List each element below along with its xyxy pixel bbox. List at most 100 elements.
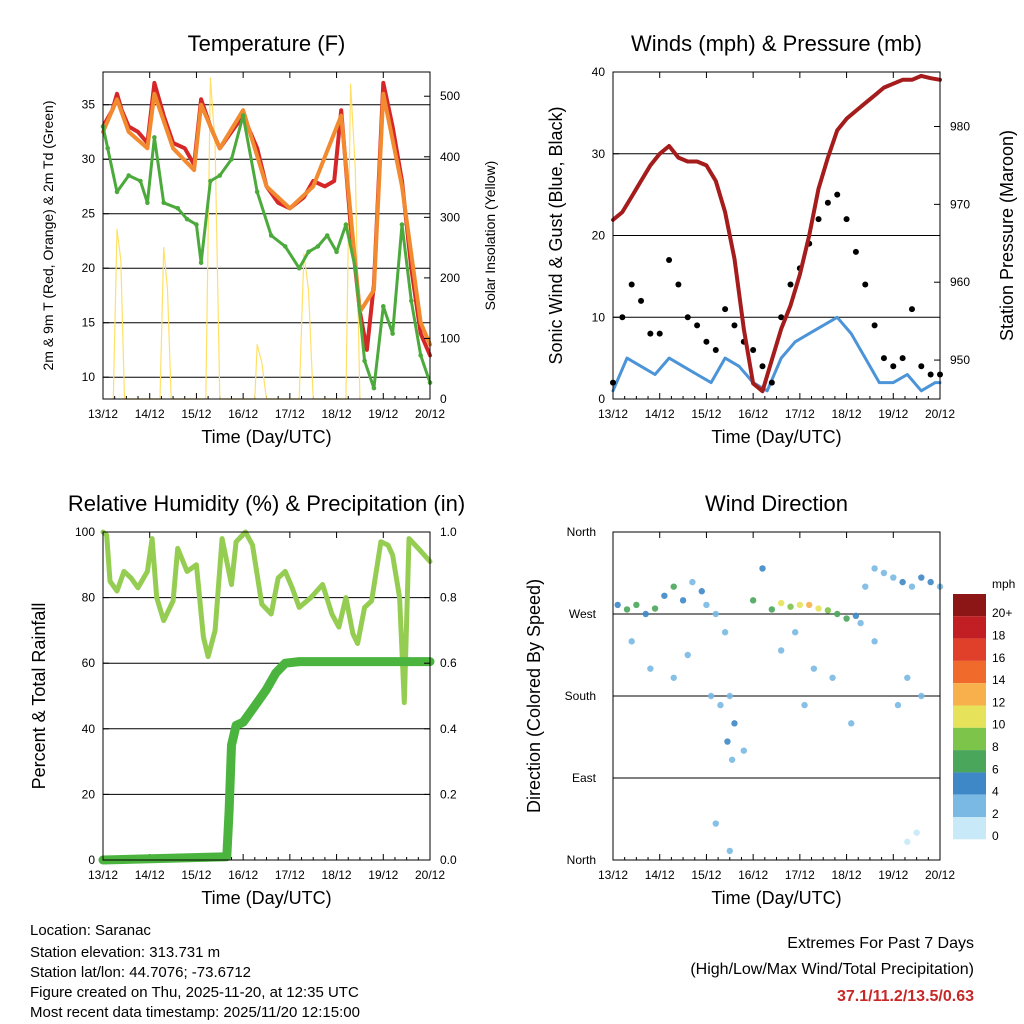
y-tick-label: 15 bbox=[82, 316, 96, 330]
chart-title: Wind Direction bbox=[705, 491, 848, 516]
x-tick-label: 17/12 bbox=[785, 868, 815, 882]
dewpoint-point bbox=[161, 200, 167, 206]
direction-point bbox=[679, 597, 687, 604]
direction-point bbox=[749, 597, 757, 604]
footer-created: Figure created on Thu, 2025-11-20, at 12… bbox=[30, 984, 359, 1001]
x-tick-label: 16/12 bbox=[738, 407, 768, 421]
dewpoint-point bbox=[380, 304, 386, 309]
x-tick-label: 19/12 bbox=[368, 407, 398, 421]
x-tick-label: 13/12 bbox=[88, 868, 118, 882]
direction-point bbox=[908, 583, 916, 590]
direction-point bbox=[927, 578, 934, 586]
x-axis-label: Time (Day/UTC) bbox=[711, 427, 841, 447]
winds-chart: 13/12 14/12 15/12 16/12 17/12 18/12 19/12 20/12… bbox=[546, 31, 1017, 447]
colorbar-swatch bbox=[953, 817, 986, 840]
colorbar-unit-label: mph bbox=[992, 577, 1015, 591]
direction-point bbox=[848, 720, 855, 727]
x-tick-label: 14/12 bbox=[135, 407, 165, 421]
direction-point bbox=[740, 747, 747, 754]
colorbar-swatch bbox=[953, 683, 986, 706]
dewpoint-line bbox=[101, 114, 432, 390]
gust-point bbox=[908, 306, 915, 313]
direction-point bbox=[894, 701, 902, 709]
gust-point bbox=[927, 371, 934, 378]
x-tick-label: 18/12 bbox=[322, 868, 352, 882]
dewpoint-point bbox=[175, 205, 181, 211]
direction-point bbox=[810, 665, 818, 672]
direction-point bbox=[647, 665, 654, 672]
y2-tick-label: 500 bbox=[440, 89, 460, 103]
direction-point bbox=[724, 738, 731, 745]
colorbar-label: 14 bbox=[992, 673, 1006, 687]
direction-point bbox=[642, 610, 649, 618]
colorbar-swatch bbox=[953, 594, 986, 617]
direction-point bbox=[857, 619, 864, 627]
y-tick-label: East bbox=[572, 771, 597, 785]
x-tick-label: 18/12 bbox=[832, 407, 862, 421]
direction-point bbox=[815, 605, 822, 612]
y-tick-label: 60 bbox=[82, 656, 96, 670]
colorbar-label: 12 bbox=[992, 695, 1006, 709]
direction-point bbox=[918, 574, 925, 581]
x-tick-label: 17/12 bbox=[785, 407, 815, 421]
chart-title: Temperature (F) bbox=[188, 31, 346, 56]
x-tick-label: 20/12 bbox=[925, 407, 955, 421]
direction-point bbox=[717, 701, 724, 709]
colorbar-label: 18 bbox=[992, 628, 1006, 642]
direction-point bbox=[871, 638, 878, 645]
direction-point bbox=[880, 569, 888, 577]
direction-point bbox=[633, 601, 640, 609]
dewpoint-point bbox=[208, 178, 213, 184]
footer-elevation: Station elevation: 313.731 m bbox=[30, 944, 221, 961]
y-tick-label: 20 bbox=[592, 229, 606, 243]
y-tick-label: North bbox=[567, 525, 596, 539]
y-tick-label: 30 bbox=[82, 152, 96, 166]
direction-point bbox=[904, 838, 911, 845]
y2-axis-label: Solar Insolation (Yellow) bbox=[482, 161, 498, 311]
y2-tick-label: 300 bbox=[440, 210, 460, 224]
footer-recent: Most recent data timestamp: 2025/11/20 1… bbox=[30, 1004, 360, 1021]
dewpoint-point bbox=[334, 249, 339, 255]
gust-point bbox=[675, 281, 682, 288]
direction-point bbox=[670, 583, 677, 590]
x-tick-label: 14/12 bbox=[645, 407, 675, 421]
direction-point bbox=[890, 574, 897, 581]
y-axis-label: Percent & Total Rainfall bbox=[29, 603, 49, 790]
gust-point bbox=[815, 216, 822, 223]
gust-point bbox=[862, 281, 869, 288]
dewpoint-point bbox=[152, 135, 157, 140]
direction-point bbox=[614, 601, 621, 609]
wind-speed-line bbox=[611, 315, 942, 393]
y2-axis-label: Station Pressure (Maroon) bbox=[997, 130, 1017, 341]
direction-point bbox=[703, 601, 710, 609]
direction-point bbox=[728, 756, 736, 763]
gust-point bbox=[899, 355, 906, 362]
y-tick-label: 40 bbox=[592, 65, 606, 79]
dewpoint-point bbox=[371, 385, 377, 391]
plot-frame bbox=[612, 71, 941, 400]
x-tick-label: 17/12 bbox=[275, 407, 305, 421]
colorbar-label: 8 bbox=[992, 740, 999, 754]
colorbar-swatch bbox=[953, 638, 986, 661]
gust-point bbox=[722, 306, 729, 313]
y2-tick-label: 950 bbox=[950, 353, 970, 367]
dewpoint-point bbox=[268, 233, 274, 238]
dewpoint-point bbox=[352, 265, 358, 271]
gust-point bbox=[638, 297, 645, 304]
direction-point bbox=[661, 592, 668, 599]
station-pressure-line bbox=[611, 73, 942, 394]
plot-frame bbox=[102, 531, 431, 861]
x-tick-label: 13/12 bbox=[88, 407, 118, 421]
footer-latlon: Station lat/lon: 44.7076; -73.6712 bbox=[30, 964, 252, 981]
y2-tick-label: 200 bbox=[440, 271, 460, 285]
x-tick-label: 15/12 bbox=[691, 868, 721, 882]
speed-colorbar: mph 20+ 18 16 14 12 10 8 6 4 2 0 bbox=[953, 577, 1015, 843]
plot-frame bbox=[612, 531, 941, 861]
y2-tick-label: 0.4 bbox=[440, 722, 457, 736]
x-tick-label: 17/12 bbox=[275, 868, 305, 882]
dewpoint-point bbox=[390, 331, 395, 336]
gust-point bbox=[647, 330, 654, 337]
direction-point bbox=[726, 847, 733, 855]
extremes-values: 37.1/11.2/13.5/0.63 bbox=[836, 988, 974, 1005]
direction-point bbox=[707, 692, 715, 700]
